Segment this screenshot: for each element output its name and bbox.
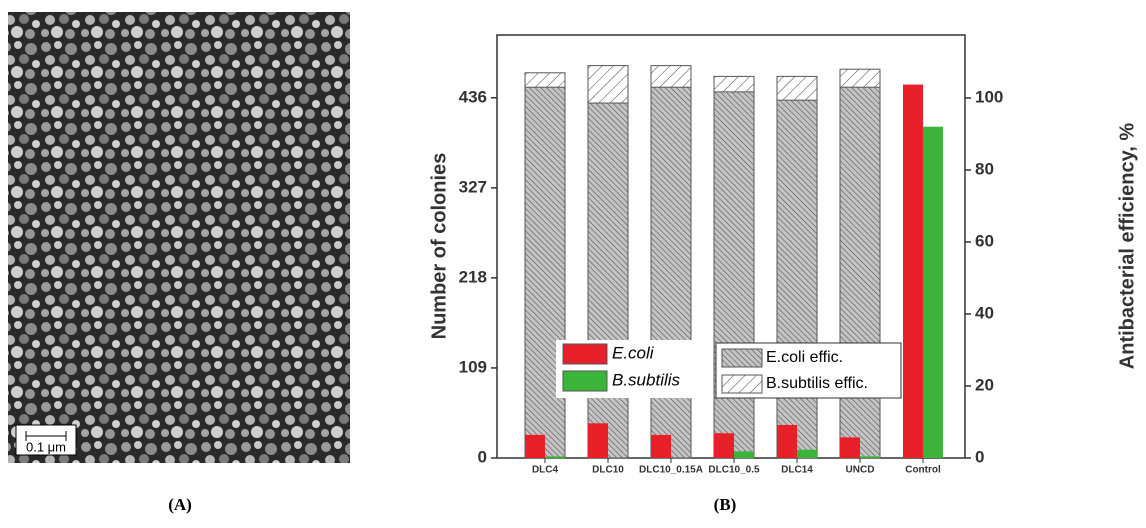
colony-bar bbox=[797, 450, 817, 458]
y-tick-label: 109 bbox=[459, 357, 487, 376]
x-tick-label: DLC10_0.15A bbox=[639, 465, 703, 476]
y2-axis-label: Antibacterial efficiency, % bbox=[1116, 123, 1138, 370]
legend-label: B.subtilis bbox=[612, 370, 681, 389]
figure: 0.1 μm (A) (B) Number of colonies Antiba… bbox=[0, 0, 1146, 523]
legend-label: E.coli effic. bbox=[766, 349, 843, 366]
y-tick-label: 436 bbox=[459, 87, 487, 106]
legend-swatch bbox=[722, 349, 762, 367]
efficiency-bar bbox=[714, 92, 754, 458]
efficiency-bar bbox=[525, 87, 565, 458]
efficiency-bar bbox=[588, 103, 628, 458]
x-tick-label: UNCD bbox=[846, 465, 875, 476]
colony-bar bbox=[860, 456, 880, 458]
efficiency-bar bbox=[840, 87, 880, 458]
x-tick-label: DLC10 bbox=[592, 465, 624, 476]
y2-tick-label: 0 bbox=[975, 447, 984, 466]
y-axis-label: Number of colonies bbox=[428, 153, 450, 340]
caption: (A) bbox=[168, 495, 192, 514]
y2-tick-label: 40 bbox=[975, 303, 994, 322]
efficiency-bar bbox=[651, 87, 691, 458]
colony-bar bbox=[777, 425, 797, 458]
x-tick-label: DLC14 bbox=[781, 465, 813, 476]
legend-swatch bbox=[563, 344, 607, 364]
x-tick-label: DLC10_0.5 bbox=[708, 465, 760, 476]
legend-swatch bbox=[563, 371, 607, 391]
colony-bar bbox=[545, 456, 565, 458]
colony-bar bbox=[923, 127, 943, 458]
colony-bar bbox=[714, 433, 734, 458]
y2-tick-label: 100 bbox=[975, 87, 1003, 106]
legend-swatch bbox=[722, 375, 762, 393]
colony-bar bbox=[525, 435, 545, 458]
x-tick-label: DLC4 bbox=[532, 465, 559, 476]
colony-bar bbox=[651, 435, 671, 458]
y2-tick-label: 20 bbox=[975, 375, 994, 394]
x-tick-label: Control bbox=[905, 465, 941, 476]
colony-bar bbox=[588, 423, 608, 458]
colony-bar bbox=[903, 85, 923, 458]
sem-image bbox=[8, 12, 350, 463]
efficiency-bar bbox=[777, 100, 817, 458]
colony-bar bbox=[840, 437, 860, 458]
y-tick-label: 327 bbox=[459, 177, 487, 196]
colony-bar bbox=[734, 451, 754, 458]
y-tick-label: 218 bbox=[459, 267, 487, 286]
y-tick-label: 0 bbox=[478, 447, 487, 466]
scale-bar-label: 0.1 μm bbox=[26, 439, 66, 454]
legend-label: B.subtilis effic. bbox=[766, 375, 868, 392]
y2-tick-label: 80 bbox=[975, 159, 994, 178]
y2-tick-label: 60 bbox=[975, 231, 994, 250]
legend-label: E.coli bbox=[612, 343, 655, 362]
caption: (B) bbox=[714, 495, 737, 514]
